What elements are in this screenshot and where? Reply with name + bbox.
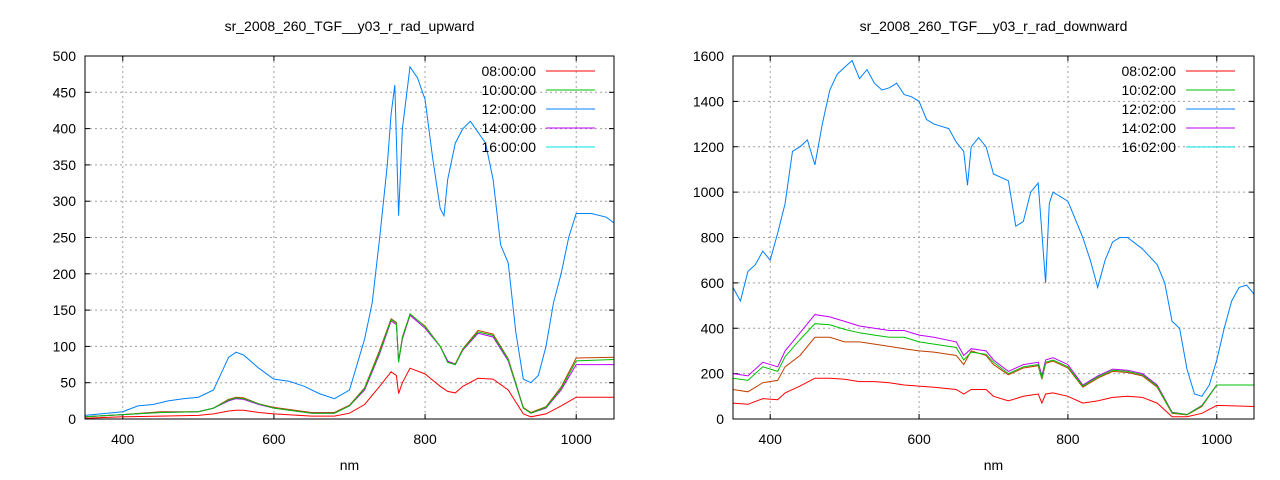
x-tick-label: 1000 [1201,431,1232,447]
x-tick-label: 600 [262,431,286,447]
y-tick-label: 0 [716,411,724,427]
x-tick-label: 400 [111,431,135,447]
plot-border [84,55,615,420]
legend-label: 14:00:00 [482,120,537,136]
y-tick-label: 0 [68,411,76,427]
y-tick-label: 400 [53,121,77,137]
y-tick-label: 200 [701,366,725,382]
x-axis-label: nm [984,457,1003,473]
legend-label: 16:02:00 [1122,139,1177,155]
y-tick-label: 600 [701,275,725,291]
y-tick-label: 1400 [693,93,724,109]
series-line-120000 [85,65,614,416]
chart-title: sr_2008_260_TGF__y03_r_rad_downward [860,18,1128,34]
y-tick-label: 250 [53,230,77,246]
legend-label: 16:00:00 [482,139,537,155]
y-tick-label: 200 [53,266,77,282]
chart-title: sr_2008_260_TGF__y03_r_rad_upward [225,18,475,34]
y-tick-label: 300 [53,193,77,209]
y-tick-label: 450 [53,84,77,100]
x-tick-label: 1000 [561,431,592,447]
series-line-080200 [733,377,1254,418]
series-line-100200 [733,323,1254,416]
y-tick-label: 150 [53,302,77,318]
series-line-080000 [85,367,614,419]
y-tick-label: 350 [53,157,77,173]
y-tick-label: 50 [60,375,76,391]
x-tick-label: 600 [907,431,931,447]
y-tick-label: 400 [701,320,725,336]
legend-label: 10:00:00 [482,82,537,98]
y-tick-label: 1200 [693,139,724,155]
legend-label: 12:00:00 [482,101,537,117]
x-axis-label: nm [340,457,359,473]
plot-border [732,55,1255,420]
y-tick-label: 100 [53,338,77,354]
x-tick-label: 400 [759,431,783,447]
y-tick-label: 800 [701,230,725,246]
legend-label: 08:00:00 [482,63,537,79]
legend-label: 12:02:00 [1122,101,1177,117]
legend-label: 14:02:00 [1122,120,1177,136]
legend-label: 10:02:00 [1122,82,1177,98]
y-tick-label: 1000 [693,184,724,200]
y-tick-label: 1600 [693,48,724,64]
series-line-140200 [733,314,1254,416]
series-line-120200 [733,59,1254,397]
legend-label: 08:02:00 [1122,63,1177,79]
x-tick-label: 800 [1056,431,1080,447]
series-line-160200 [733,336,1254,416]
series-line-100000 [85,312,614,418]
y-tick-label: 500 [53,48,77,64]
x-tick-label: 800 [413,431,437,447]
